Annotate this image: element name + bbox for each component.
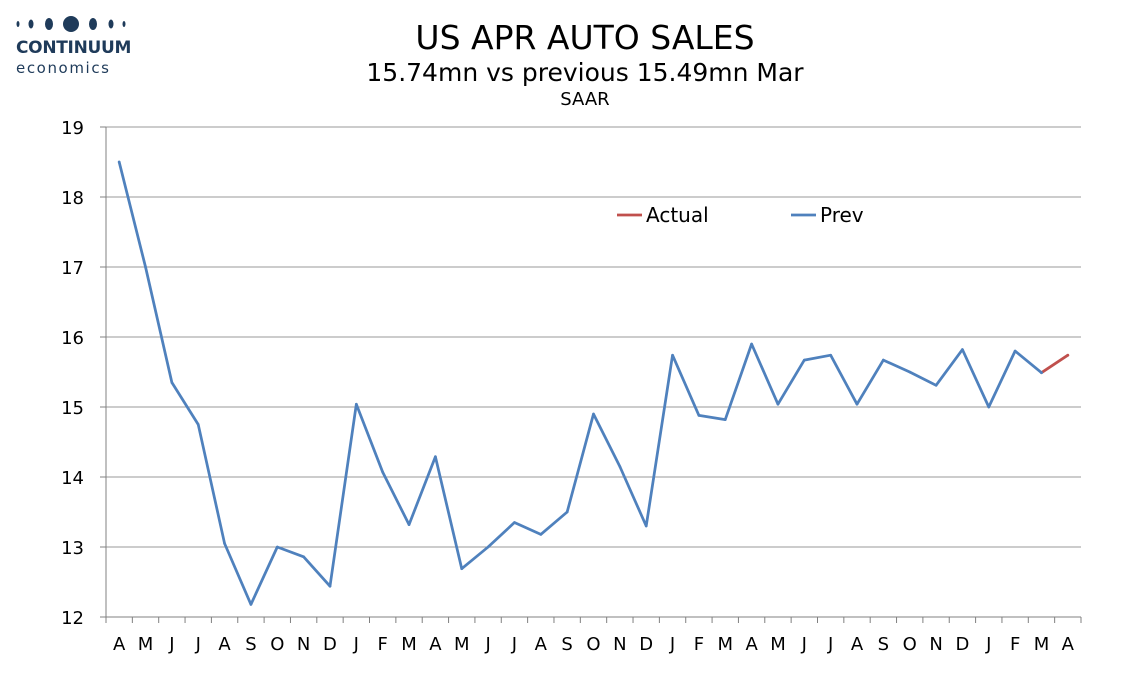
data-point: [381, 470, 384, 474]
x-tick-label: J: [353, 634, 359, 655]
data-point: [117, 160, 121, 164]
data-point: [592, 412, 595, 416]
data-point: [908, 370, 912, 374]
data-point: [565, 510, 569, 514]
data-point: [934, 384, 938, 387]
x-tick-label: D: [639, 634, 653, 655]
data-point: [144, 265, 147, 269]
y-tick-label: 19: [61, 118, 84, 139]
data-point: [196, 423, 200, 426]
x-tick-label: A: [535, 634, 548, 655]
x-tick-label: A: [851, 634, 864, 655]
data-point: [1013, 349, 1017, 353]
x-tick-label: O: [270, 634, 284, 655]
x-tick-label: J: [827, 634, 833, 655]
x-tick-label: S: [561, 634, 572, 655]
legend-label: Actual: [646, 203, 709, 227]
chart-subtitle: 15.74mn vs previous 15.49mn Mar: [366, 58, 804, 87]
x-tick-label: A: [218, 634, 231, 655]
x-tick-label: A: [113, 634, 126, 655]
data-point: [1040, 371, 1043, 375]
data-point: [170, 381, 174, 384]
x-tick-label: A: [429, 634, 442, 655]
x-tick-label: D: [955, 634, 969, 655]
x-tick-label: O: [586, 634, 600, 655]
x-tick-label: M: [717, 634, 733, 655]
chart-title: US APR AUTO SALES: [415, 18, 755, 57]
legend-label: Prev: [820, 203, 864, 227]
x-tick-label: J: [511, 634, 517, 655]
data-point: [539, 533, 543, 536]
data-point: [961, 348, 964, 351]
data-point: [460, 567, 464, 570]
y-tick-label: 18: [61, 188, 84, 209]
continuum-economics-logo: CONTINUUM economics: [14, 14, 134, 78]
data-point: [223, 542, 226, 545]
data-point: [355, 402, 358, 406]
x-tick-label: F: [694, 634, 704, 655]
data-point: [328, 584, 332, 588]
series-line-actual: [1040, 353, 1070, 375]
x-tick-label: J: [195, 634, 201, 655]
x-tick-label: F: [378, 634, 388, 655]
data-point: [882, 358, 885, 362]
series-line-prev: [117, 160, 1043, 606]
data-point: [486, 545, 490, 549]
chart-unit-label: SAAR: [560, 89, 610, 110]
data-point: [803, 358, 806, 362]
logo-subtitle: economics: [16, 59, 111, 77]
data-point: [249, 603, 253, 606]
x-tick-label: N: [613, 634, 626, 655]
data-point: [302, 555, 305, 559]
x-tick-label: O: [903, 634, 917, 655]
x-tick-label: M: [401, 634, 417, 655]
x-tick-label: A: [1062, 634, 1075, 655]
data-point: [697, 414, 701, 417]
x-tick-label: F: [1010, 634, 1020, 655]
data-point: [987, 405, 991, 409]
y-tick-label: 17: [61, 258, 84, 279]
y-tick-label: 12: [61, 608, 84, 629]
x-tick-label: J: [801, 634, 807, 655]
data-point: [513, 521, 516, 524]
data-point: [671, 353, 674, 357]
x-tick-label: N: [297, 634, 310, 655]
y-tick-label: 15: [61, 398, 84, 419]
data-point: [776, 402, 780, 406]
data-point: [750, 342, 753, 346]
x-tick-label: S: [878, 634, 889, 655]
data-point: [1066, 353, 1070, 357]
y-tick-label: 16: [61, 328, 84, 349]
data-point: [644, 524, 648, 528]
data-point: [618, 465, 622, 468]
data-point: [723, 418, 727, 421]
x-tick-label: M: [454, 634, 470, 655]
data-point: [407, 523, 411, 526]
x-tick-label: J: [669, 634, 675, 655]
x-tick-label: J: [484, 634, 490, 655]
y-tick-label: 14: [61, 468, 84, 489]
x-tick-label: J: [985, 634, 991, 655]
data-point: [829, 353, 832, 357]
x-tick-label: A: [745, 634, 758, 655]
x-tick-label: M: [1034, 634, 1050, 655]
x-tick-label: D: [323, 634, 337, 655]
x-tick-label: M: [770, 634, 786, 655]
logo-name: CONTINUUM: [16, 38, 132, 58]
x-tick-label: M: [138, 634, 154, 655]
y-tick-label: 13: [61, 538, 84, 559]
logo-dots-icon: [16, 16, 126, 32]
chart-titles: US APR AUTO SALES 15.74mn vs previous 15…: [0, 18, 1134, 112]
x-tick-label: S: [245, 634, 256, 655]
x-tick-label: N: [929, 634, 942, 655]
x-tick-label: J: [168, 634, 174, 655]
data-point: [275, 545, 279, 549]
data-point: [855, 402, 859, 406]
data-point: [434, 455, 437, 459]
